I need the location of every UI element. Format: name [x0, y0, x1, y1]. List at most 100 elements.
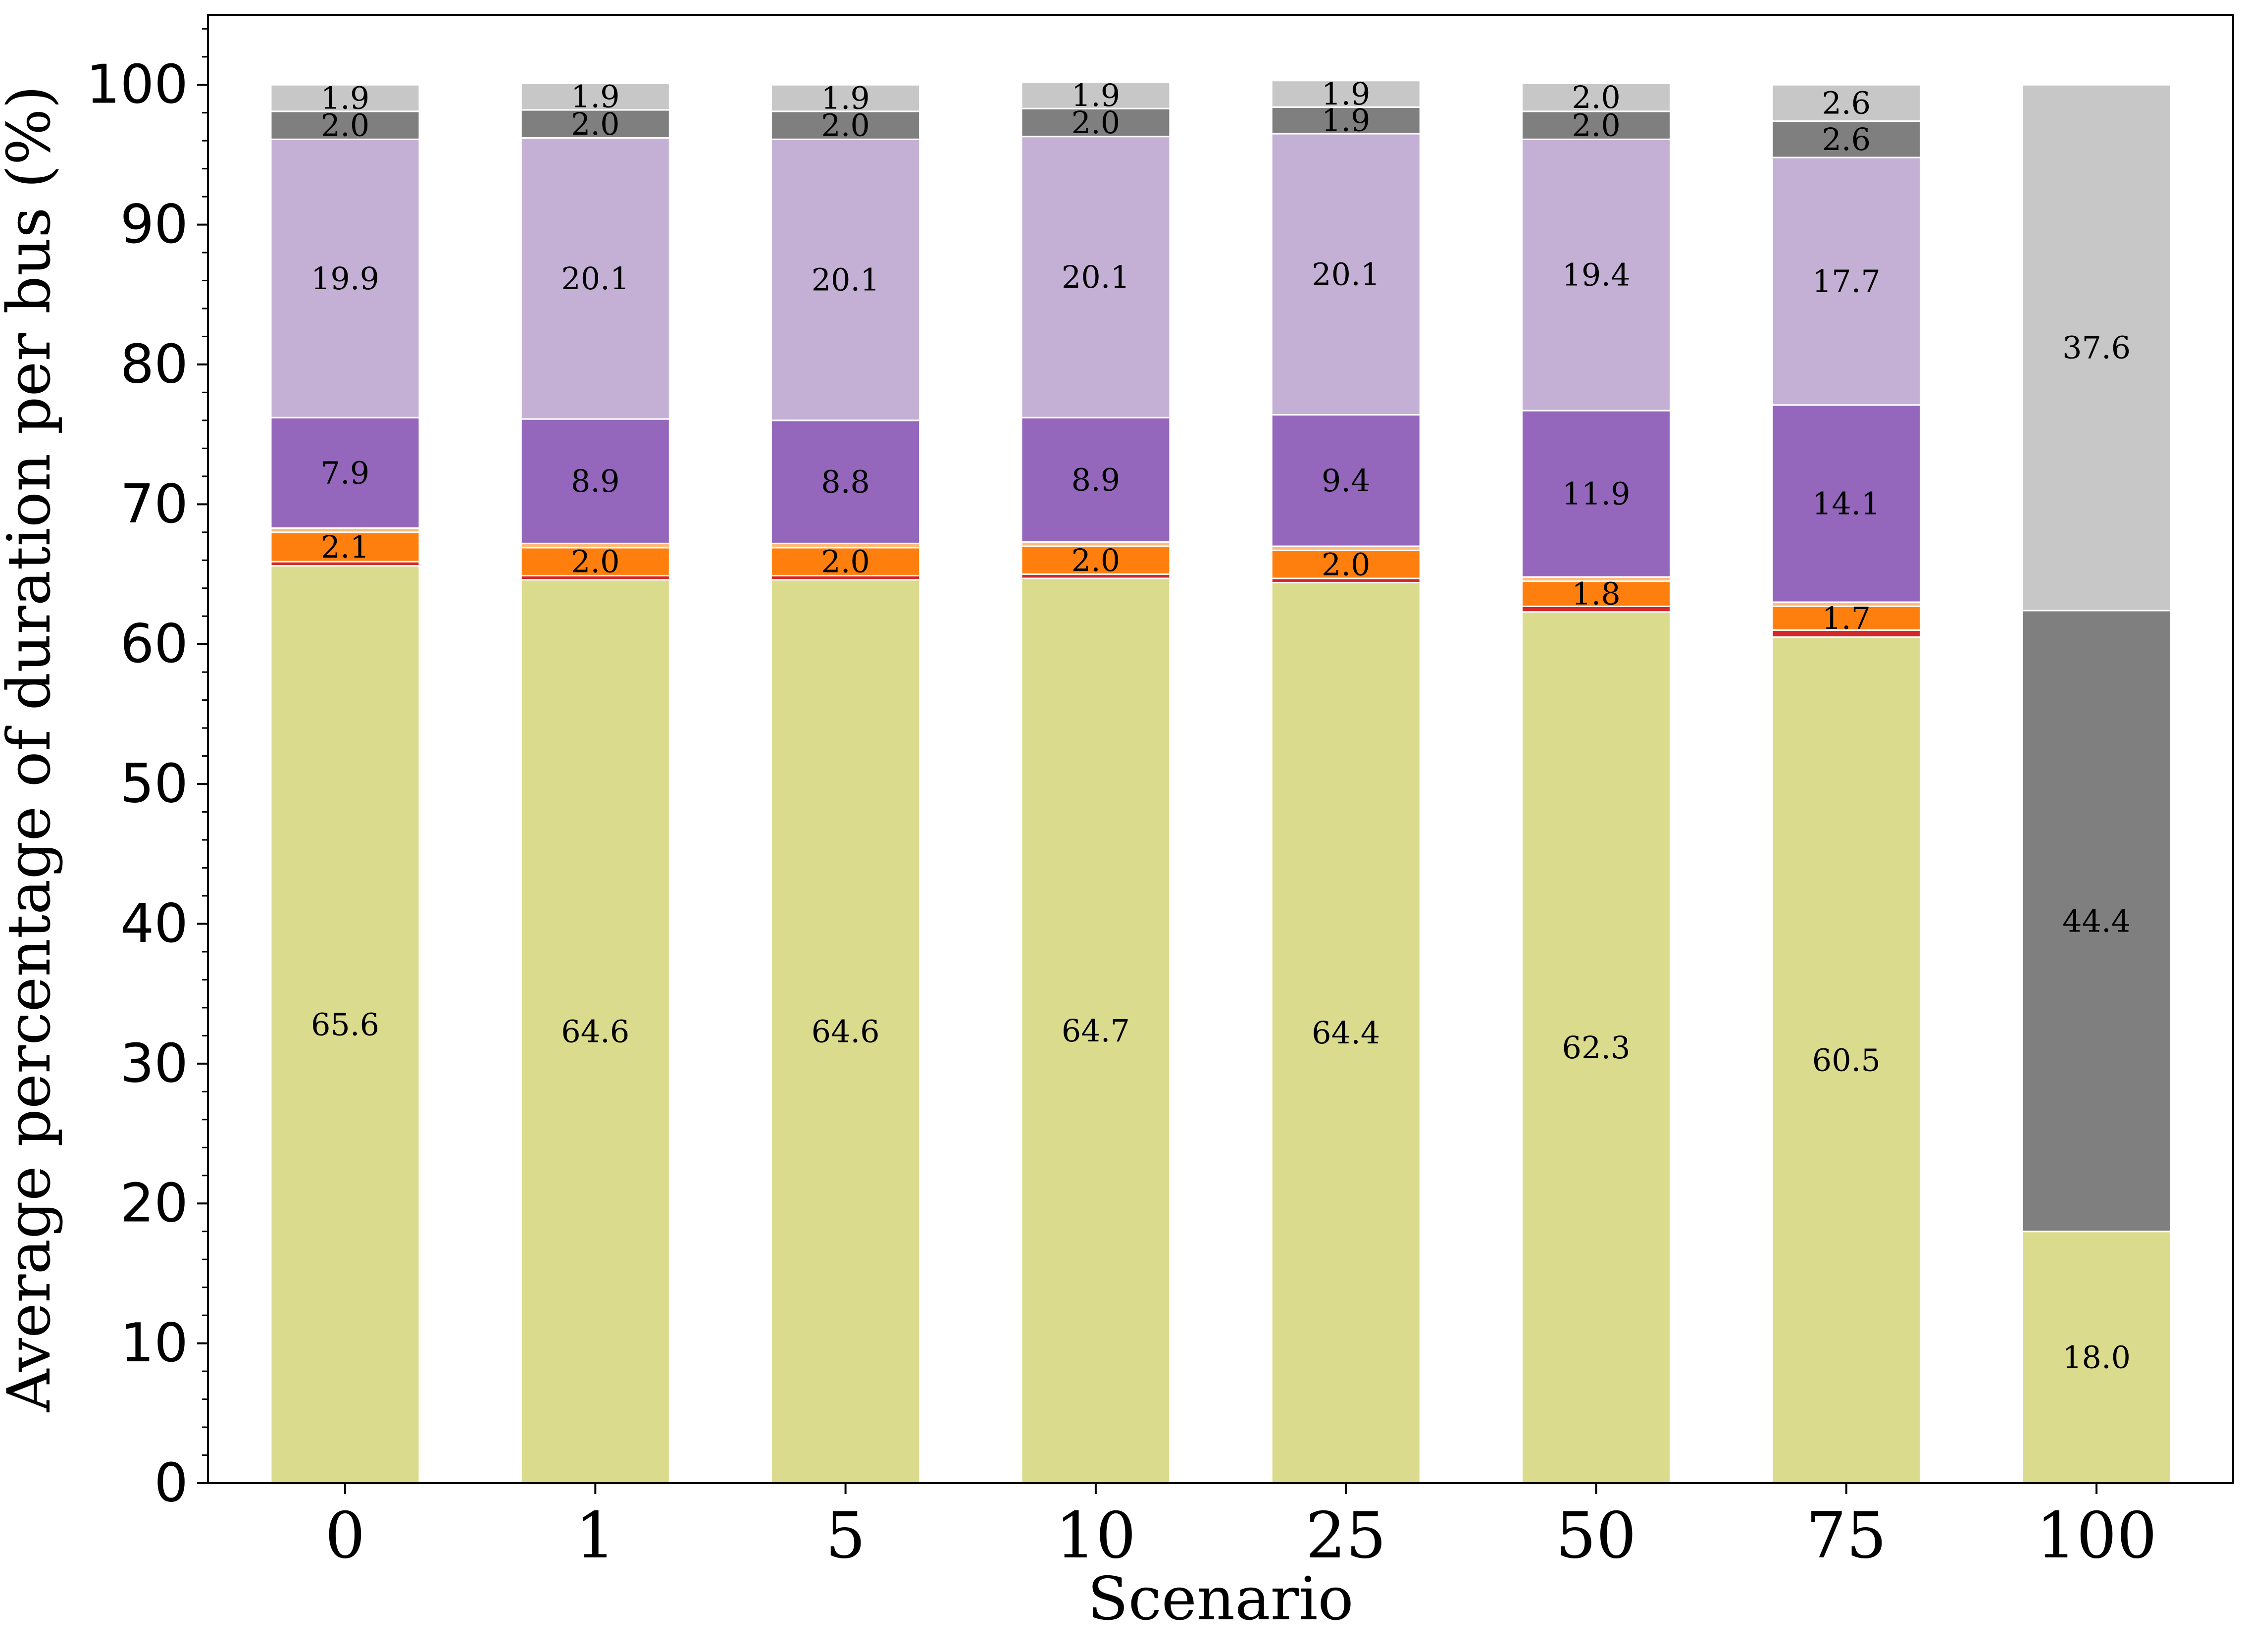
bar-segment-5-segment-1	[770, 579, 921, 1484]
data-label-100-segment-7: 44.4	[2062, 903, 2131, 939]
y-tick-label: 40	[120, 893, 188, 955]
data-label-75-segment-1: 60.5	[1812, 1042, 1881, 1078]
bar-segment-10-segment-6	[1021, 136, 1171, 418]
data-label-100-segment-1: 18.0	[2062, 1339, 2131, 1375]
x-tick-label: 5	[825, 1499, 866, 1573]
x-tick-label: 10	[1055, 1499, 1136, 1573]
y-tick-label: 30	[120, 1032, 188, 1094]
bar-segment-75-segment-5	[1771, 404, 1922, 603]
data-label-0-segment-5: 7.9	[321, 455, 370, 491]
bar-segment-25-segment-8	[1271, 80, 1421, 108]
data-label-10-segment-1: 64.7	[1062, 1013, 1130, 1049]
data-label-1-segment-8: 1.9	[571, 79, 620, 115]
bar-segment-10-segment-7	[1021, 107, 1171, 138]
bar-segment-5-segment-6	[770, 138, 921, 421]
bar-segment-25-segment-3	[1271, 550, 1421, 579]
data-label-75-segment-7: 2.6	[1822, 121, 1871, 157]
y-tick-label: 60	[120, 613, 188, 675]
x-tick-label: 75	[1806, 1499, 1887, 1573]
x-tick-label: 50	[1556, 1499, 1636, 1573]
data-label-0-segment-6: 19.9	[311, 260, 379, 297]
y-tick-label: 20	[120, 1173, 188, 1235]
data-label-25-segment-1: 64.4	[1312, 1015, 1380, 1051]
data-label-100-segment-8: 37.6	[2062, 330, 2131, 366]
data-label-25-segment-5: 9.4	[1322, 463, 1371, 499]
data-label-50-segment-3: 1.8	[1572, 576, 1621, 612]
bar-segment-0-segment-6	[270, 138, 420, 418]
data-label-1-segment-7: 2.0	[571, 106, 620, 142]
data-label-75-segment-8: 2.6	[1822, 85, 1871, 121]
data-label-25-segment-8: 1.9	[1322, 76, 1371, 112]
data-label-0-segment-8: 1.9	[321, 80, 370, 116]
data-label-25-segment-3: 2.0	[1322, 546, 1371, 582]
data-label-0-segment-3: 2.1	[321, 529, 370, 565]
bar-segment-75-segment-7	[1771, 120, 1922, 158]
data-label-5-segment-7: 2.0	[821, 107, 870, 144]
plot-frame	[207, 14, 2234, 1484]
y-axis-title: Average percentage of duration per bus (…	[0, 86, 64, 1413]
data-label-1-segment-5: 8.9	[571, 463, 620, 499]
bar-segment-25-segment-5	[1271, 414, 1421, 547]
data-label-5-segment-6: 20.1	[812, 262, 880, 298]
bar-segment-25-segment-1	[1271, 581, 1421, 1484]
data-label-1-segment-6: 20.1	[561, 260, 629, 297]
data-label-25-segment-6: 20.1	[1312, 256, 1380, 292]
data-label-5-segment-5: 8.8	[821, 464, 870, 500]
data-label-1-segment-1: 64.6	[561, 1013, 629, 1049]
x-tick-label: 25	[1306, 1499, 1386, 1573]
bar-segment-75-segment-8	[1771, 84, 1922, 122]
bar-segment-75-segment-1	[1771, 636, 1922, 1484]
bar-segment-5-segment-8	[770, 84, 921, 112]
bars-layer	[270, 80, 2172, 1484]
data-label-50-segment-8: 2.0	[1572, 79, 1621, 115]
y-tick-label: 80	[120, 333, 188, 395]
bar-segment-25-segment-6	[1271, 133, 1421, 416]
bar-segment-100-segment-1	[2021, 1231, 2172, 1484]
bar-segment-0-segment-1	[270, 565, 420, 1484]
data-label-10-segment-5: 8.9	[1072, 462, 1121, 498]
y-tick-label: 90	[120, 194, 188, 256]
bar-segment-10-segment-1	[1021, 577, 1171, 1484]
data-label-10-segment-7: 2.0	[1072, 104, 1121, 141]
bar-segment-10-segment-5	[1021, 416, 1171, 543]
data-label-75-segment-5: 14.1	[1812, 485, 1881, 521]
data-label-25-segment-7: 1.9	[1322, 103, 1371, 139]
y-tick-label: 100	[86, 54, 188, 116]
bar-segment-1-segment-3	[520, 547, 670, 576]
data-label-50-segment-6: 19.4	[1562, 257, 1630, 293]
bar-segment-50-segment-7	[1521, 110, 1671, 140]
data-label-10-segment-3: 2.0	[1072, 542, 1121, 578]
data-label-75-segment-6: 17.7	[1812, 263, 1881, 299]
y-axis: 0 10 20 30 40 50 60 70 80 90 100	[86, 28, 208, 1514]
bar-segment-5-segment-7	[770, 110, 921, 140]
bar-segment-0-segment-5	[270, 416, 420, 529]
bar-segment-50-segment-8	[1521, 82, 1671, 112]
data-label-0-segment-1: 65.6	[311, 1006, 379, 1042]
y-tick-label: 70	[120, 473, 188, 535]
bar-segment-1-segment-6	[520, 137, 670, 420]
data-label-50-segment-7: 2.0	[1572, 107, 1621, 144]
data-label-50-segment-1: 62.3	[1562, 1030, 1630, 1066]
data-label-5-segment-1: 64.6	[812, 1013, 880, 1049]
bar-segment-100-segment-8	[2021, 84, 2172, 612]
bar-segment-50-segment-6	[1521, 138, 1671, 412]
bar-segment-50-segment-1	[1521, 611, 1671, 1484]
bar-segment-1-segment-8	[520, 82, 670, 111]
data-label-5-segment-8: 1.9	[821, 80, 870, 116]
data-label-50-segment-5: 11.9	[1562, 476, 1630, 512]
bar-segment-0-segment-8	[270, 84, 420, 112]
x-tick-label: 100	[2036, 1499, 2157, 1573]
bar-segment-10-segment-8	[1021, 81, 1171, 109]
x-tick-label: 0	[325, 1499, 365, 1573]
bar-segment-50-segment-5	[1521, 410, 1671, 578]
x-axis-title: Scenario	[1087, 1565, 1353, 1634]
data-label-10-segment-6: 20.1	[1062, 259, 1130, 295]
y-tick-label: 0	[154, 1452, 188, 1514]
data-label-5-segment-3: 2.0	[821, 544, 870, 580]
data-label-0-segment-7: 2.0	[321, 107, 370, 144]
y-tick-label: 10	[120, 1312, 188, 1374]
bar-segment-75-segment-3	[1771, 605, 1922, 631]
data-label-75-segment-3: 1.7	[1822, 600, 1871, 636]
data-label-10-segment-8: 1.9	[1072, 77, 1121, 113]
